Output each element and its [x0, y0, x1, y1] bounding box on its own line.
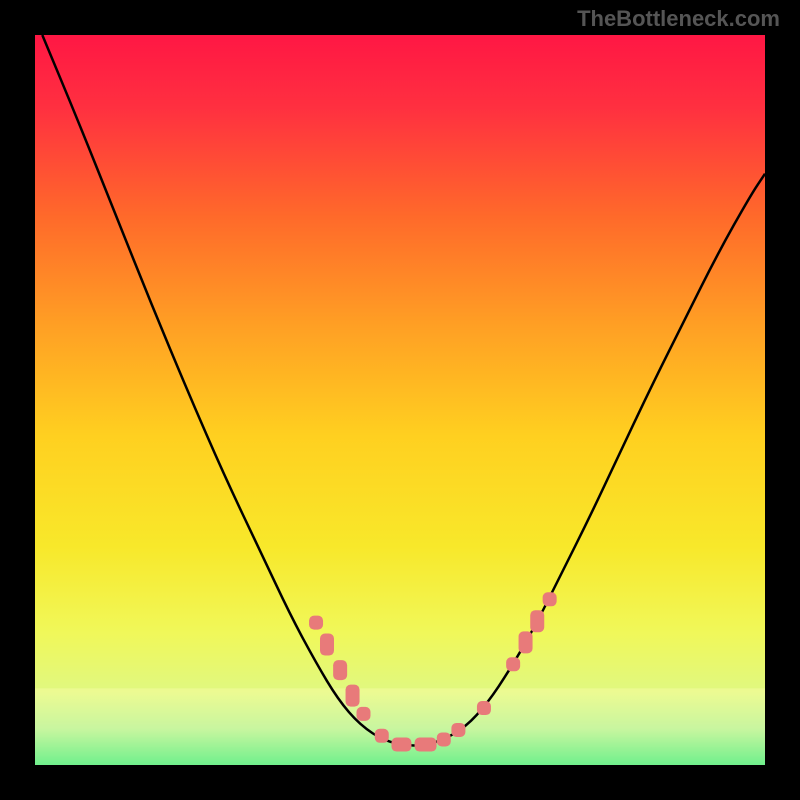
data-marker [415, 738, 437, 752]
plot-area [35, 35, 765, 765]
data-marker [477, 701, 491, 715]
data-marker [451, 723, 465, 737]
data-marker [519, 631, 533, 653]
data-markers [309, 592, 557, 751]
data-marker [506, 657, 520, 671]
data-marker [437, 732, 451, 746]
watermark-text: TheBottleneck.com [577, 6, 780, 32]
data-marker [346, 685, 360, 707]
data-marker [391, 738, 411, 752]
chart-overlay [35, 35, 765, 765]
data-marker [530, 610, 544, 632]
data-marker [543, 592, 557, 606]
data-marker [309, 616, 323, 630]
data-marker [375, 729, 389, 743]
data-marker [333, 660, 347, 680]
data-marker [320, 634, 334, 656]
data-marker [357, 707, 371, 721]
bottleneck-curve [42, 35, 765, 745]
